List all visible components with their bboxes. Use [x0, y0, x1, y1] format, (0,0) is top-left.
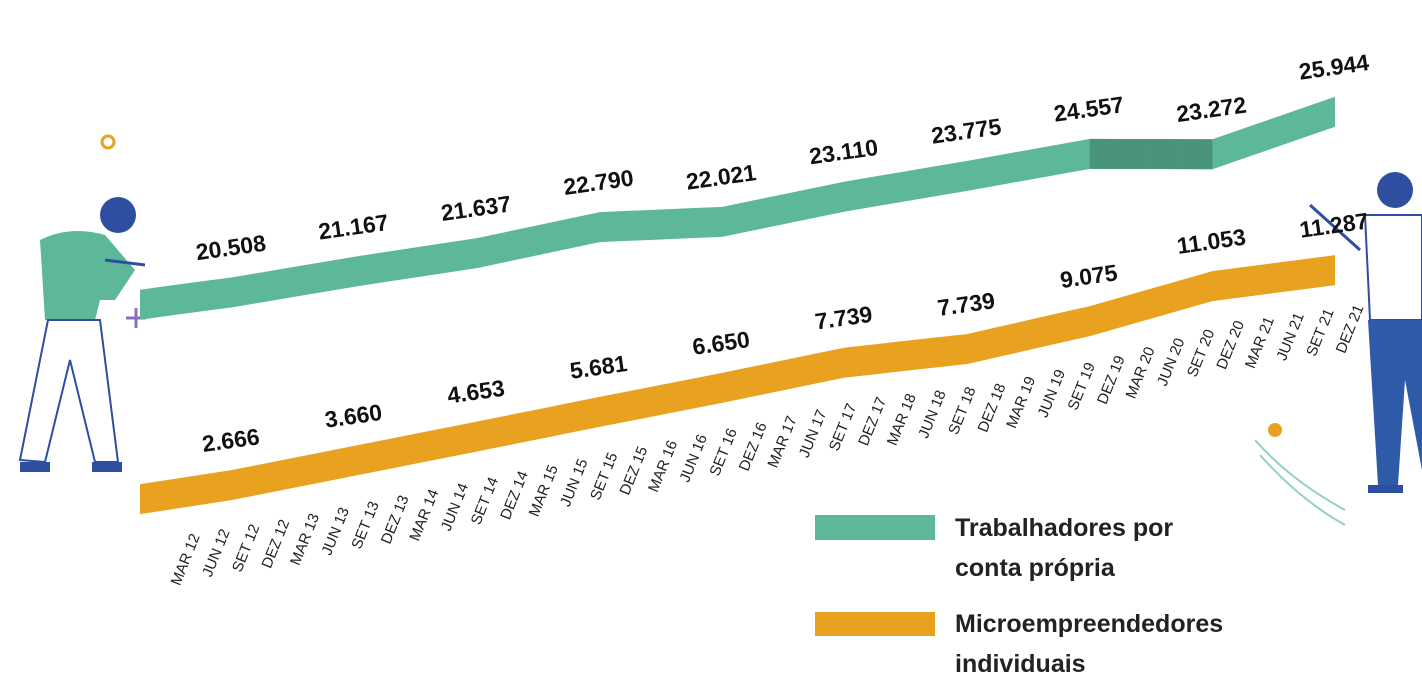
value-label: 9.075 — [1058, 259, 1119, 293]
x-tick-label: DEZ 21 — [1333, 302, 1368, 356]
x-tick-label: SET 14 — [468, 475, 502, 528]
x-tick-label: SET 12 — [229, 522, 263, 575]
x-tick-label: DEZ 19 — [1094, 353, 1129, 407]
x-tick-label: MAR 19 — [1003, 374, 1039, 431]
x-tick-label: SET 17 — [826, 401, 860, 454]
x-tick-label: MAR 16 — [645, 438, 681, 495]
value-label: 22.021 — [684, 159, 757, 195]
ribbon-fold — [1181, 139, 1213, 170]
x-tick-label: SET 21 — [1303, 306, 1337, 359]
x-tick-label: MAR 21 — [1242, 314, 1278, 371]
x-tick-label: JUN 15 — [557, 456, 592, 509]
value-label: 3.660 — [323, 399, 384, 433]
value-label: 7.739 — [936, 287, 997, 321]
illustration-left — [18, 134, 146, 472]
ribbon — [140, 255, 1335, 515]
value-label: 23.110 — [808, 134, 880, 169]
value-label: 23.775 — [930, 113, 1003, 149]
ribbon-fold — [1151, 139, 1182, 170]
x-tick-label: JUN 14 — [438, 481, 473, 534]
value-label: 21.637 — [439, 190, 512, 226]
illustration-right — [1254, 172, 1422, 526]
value-label: 22.790 — [562, 164, 635, 200]
x-tick-label: MAR 15 — [526, 462, 562, 519]
legend-swatch — [815, 612, 935, 636]
value-label: 2.666 — [200, 423, 261, 457]
x-tick-label: JUN 21 — [1273, 310, 1308, 363]
x-tick-label: DEZ 18 — [975, 381, 1010, 435]
value-label: 4.653 — [446, 375, 507, 409]
legend-label: Trabalhadores por conta própria — [955, 514, 1174, 582]
x-tick-label: JUN 16 — [677, 432, 712, 485]
ribbon-fold — [1120, 138, 1152, 170]
value-label: 25.944 — [1297, 49, 1370, 85]
x-tick-label: SET 13 — [348, 499, 382, 552]
x-tick-label: MAR 20 — [1123, 344, 1159, 401]
x-tick-label: JUN 12 — [199, 527, 234, 580]
x-tick-label: SET 16 — [706, 426, 740, 479]
x-tick-label: JUN 20 — [1154, 336, 1189, 389]
value-label: 11.053 — [1175, 224, 1247, 259]
legend-label: Microempreendedores individuais — [955, 610, 1224, 678]
x-tick-label: MAR 18 — [884, 391, 920, 448]
x-tick-label: MAR 12 — [168, 531, 204, 588]
value-label: 7.739 — [813, 301, 874, 335]
ribbon-fold — [1089, 138, 1121, 169]
x-tick-label: MAR 17 — [764, 414, 800, 471]
x-tick-label: SET 19 — [1065, 360, 1099, 413]
value-label: 21.167 — [317, 209, 390, 245]
x-tick-label: JUN 13 — [318, 505, 353, 558]
value-label: 6.650 — [691, 326, 752, 360]
ribbon — [140, 96, 1335, 320]
x-tick-label: JUN 18 — [915, 388, 950, 441]
value-label: 5.681 — [568, 350, 629, 384]
x-tick-label: JUN 17 — [796, 407, 831, 460]
x-tick-label: MAR 13 — [287, 511, 323, 568]
x-tick-label: JUN 19 — [1035, 367, 1070, 420]
x-tick-label: SET 20 — [1184, 327, 1218, 380]
value-label: 20.508 — [194, 230, 267, 266]
legend-swatch — [815, 515, 935, 540]
value-label: 24.557 — [1052, 91, 1125, 127]
x-tick-label: DEZ 16 — [736, 420, 771, 474]
value-label: 23.272 — [1175, 92, 1248, 128]
value-label: 11.287 — [1298, 207, 1370, 242]
x-tick-label: MAR 14 — [406, 487, 442, 544]
x-tick-label: SET 15 — [587, 450, 621, 503]
